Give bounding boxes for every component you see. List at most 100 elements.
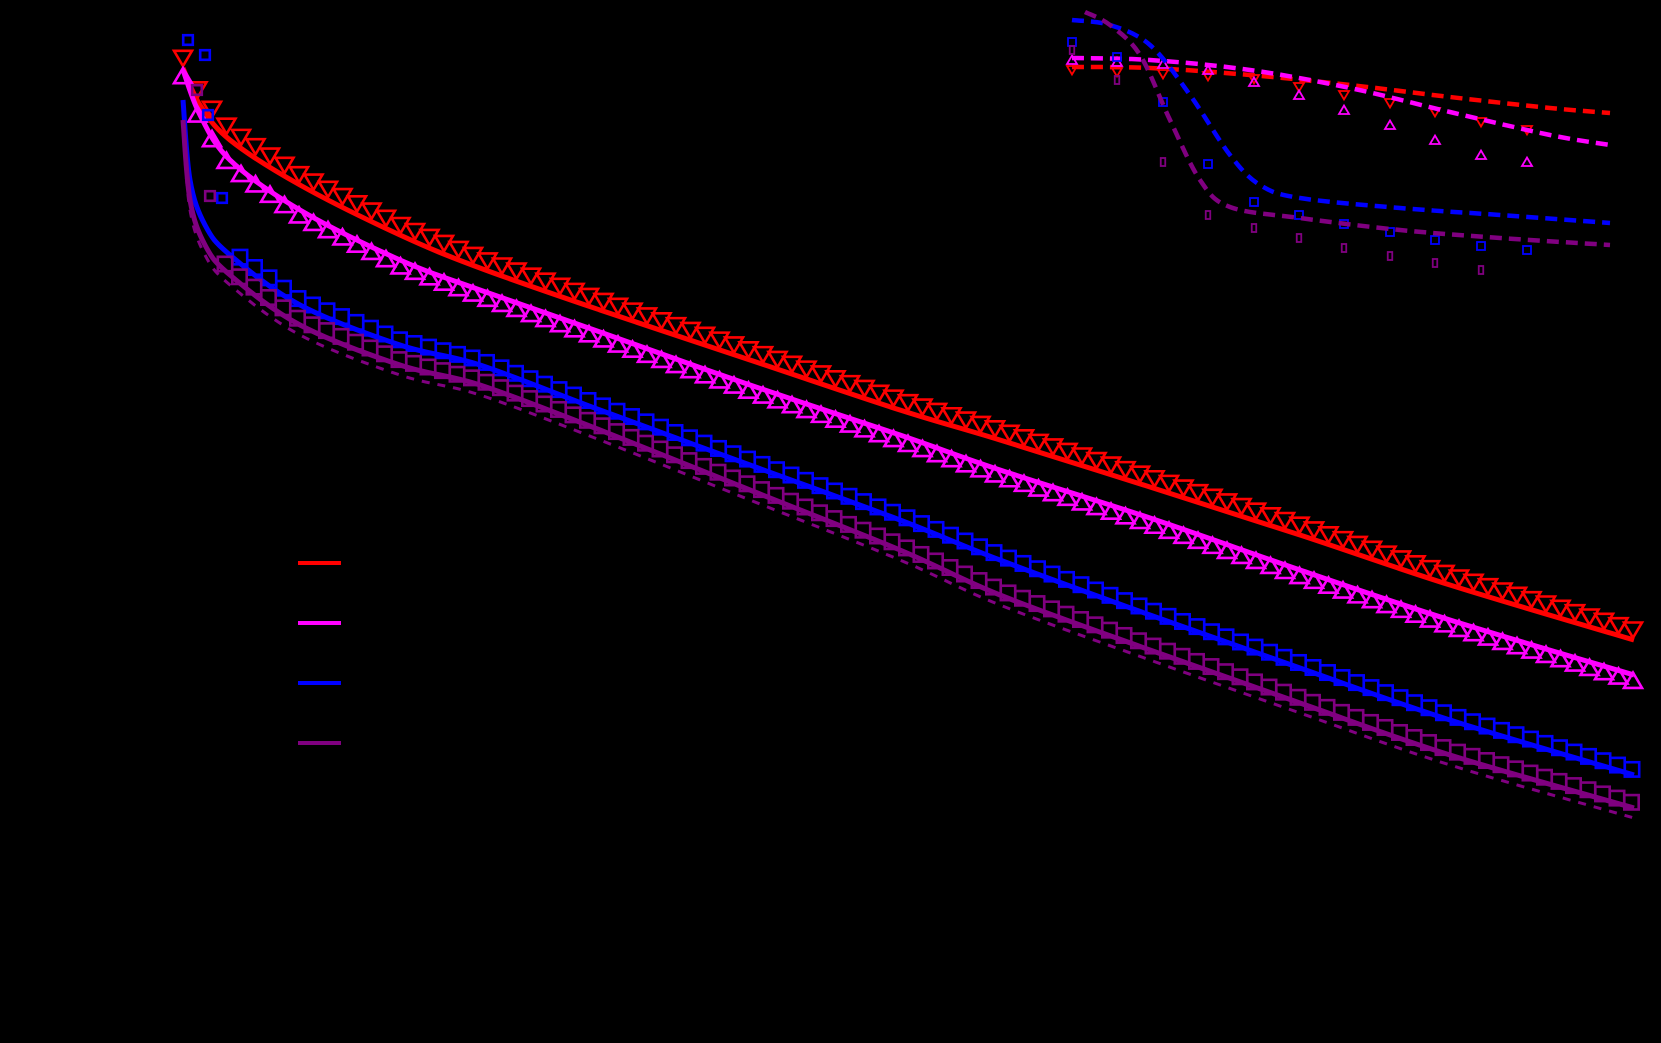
triangle-down-marker (215, 117, 238, 137)
triangle-down-marker (1302, 521, 1326, 541)
triangle-down-marker (1331, 530, 1355, 550)
fit-line (180, 66, 1635, 643)
square-marker (215, 191, 229, 205)
triangle-up-marker (1389, 599, 1413, 619)
triangle-down-marker (563, 282, 586, 302)
triangle-up-marker (534, 308, 557, 328)
inset-dashed-line (1083, 9, 1611, 248)
triangle-down-marker (432, 234, 456, 254)
triangle-up-marker (708, 369, 731, 389)
triangle-down-marker (1563, 603, 1587, 624)
triangle-up-marker (998, 468, 1021, 488)
triangle-up-marker (418, 266, 441, 286)
triangle-up-marker (1012, 473, 1036, 493)
triangle-down-marker (1578, 608, 1601, 628)
triangle-up-marker (519, 303, 543, 323)
triangle-down-marker (389, 216, 412, 236)
triangle-up-marker (751, 384, 775, 404)
square-marker (1431, 258, 1439, 268)
triangle-down-marker (679, 321, 702, 341)
triangle-up-marker (1247, 75, 1261, 87)
triangle-down-marker (171, 49, 195, 69)
triangle-up-marker (1230, 545, 1253, 565)
triangle-down-marker (1259, 507, 1282, 527)
triangle-up-marker (1215, 540, 1239, 560)
triangle-down-marker (1012, 429, 1036, 449)
triangle-up-marker (780, 394, 804, 414)
triangle-up-marker (505, 298, 528, 318)
triangle-down-marker (737, 340, 760, 361)
triangle-down-marker (708, 331, 731, 351)
triangle-down-marker (766, 350, 789, 370)
triangle-up-marker (679, 359, 702, 379)
triangle-down-marker (1621, 621, 1645, 641)
triangle-down-marker (1375, 545, 1398, 565)
triangle-down-marker (1157, 474, 1181, 494)
triangle-up-marker (911, 438, 934, 458)
triangle-down-marker (1056, 442, 1079, 462)
triangle-up-marker (1128, 510, 1152, 530)
triangle-down-marker (1230, 497, 1253, 517)
triangle-up-marker (1288, 565, 1311, 585)
square-marker (198, 48, 212, 62)
square-marker (1067, 37, 1077, 47)
triangle-up-marker (606, 333, 630, 353)
series-3 (180, 99, 1641, 778)
square-marker (1159, 157, 1167, 167)
inset-dashed-line (1071, 17, 1611, 226)
triangle-up-marker (795, 399, 818, 419)
square-marker (1295, 233, 1303, 243)
triangle-up-marker (1563, 652, 1587, 672)
inset-series-2 (1065, 53, 1611, 167)
square-marker (1068, 45, 1076, 55)
triangle-down-marker (1447, 569, 1471, 589)
inset-dashed-line (1071, 64, 1611, 116)
triangle-up-marker (432, 271, 456, 292)
triangle-down-marker (693, 326, 717, 346)
triangle-up-marker (1244, 550, 1268, 570)
triangle-down-marker (1099, 456, 1123, 476)
triangle-up-marker (1462, 622, 1485, 642)
triangle-up-marker (1099, 500, 1123, 521)
square-marker (1113, 75, 1121, 85)
series-4 (180, 119, 1641, 820)
triangle-down-marker (1288, 516, 1311, 536)
triangle-down-marker (1041, 438, 1065, 458)
triangle-up-marker (1070, 491, 1094, 511)
triangle-down-marker (258, 147, 282, 167)
square-marker (1340, 243, 1348, 253)
triangle-down-marker (229, 128, 253, 148)
triangle-up-marker (1491, 631, 1514, 651)
triangle-up-marker (461, 282, 485, 302)
triangle-up-marker (954, 453, 978, 473)
triangle-up-marker (635, 343, 659, 364)
triangle-up-marker (621, 338, 644, 358)
triangle-down-marker (650, 311, 673, 332)
triangle-down-marker (1186, 483, 1210, 504)
triangle-up-marker (737, 379, 760, 399)
triangle-down-marker (1474, 117, 1488, 129)
fit-line (180, 69, 1635, 678)
triangle-down-marker (882, 389, 905, 409)
triangle-up-marker (925, 443, 949, 463)
triangle-up-marker (389, 255, 412, 275)
triangle-up-marker (447, 277, 470, 297)
triangle-down-marker (1337, 90, 1351, 102)
triangle-down-marker (1462, 573, 1485, 593)
triangle-down-marker (621, 302, 644, 322)
triangle-up-marker (1292, 88, 1306, 100)
legend (298, 561, 341, 745)
triangle-down-marker (867, 384, 891, 404)
triangle-down-marker (1360, 540, 1384, 560)
triangle-down-marker (490, 257, 514, 277)
triangle-down-marker (824, 369, 847, 390)
triangle-up-marker (1520, 155, 1534, 167)
triangle-up-marker (1346, 584, 1369, 604)
triangle-up-marker (200, 128, 224, 148)
triangle-up-marker (1085, 496, 1108, 516)
square-marker (190, 83, 204, 97)
triangle-up-marker (664, 354, 688, 374)
triangle-up-marker (983, 463, 1007, 483)
triangle-up-marker (563, 318, 586, 338)
triangle-down-marker (1505, 586, 1529, 606)
